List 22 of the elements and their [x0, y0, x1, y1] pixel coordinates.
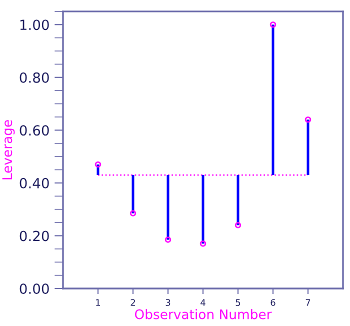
y-axis-title: Leverage — [2, 120, 15, 180]
x-tick-label: 5 — [236, 299, 240, 306]
point — [270, 21, 276, 28]
x-tick-label: 6 — [270, 299, 276, 306]
x-axis-title: Observation Number — [134, 309, 272, 320]
y-tick-label: 0.00 — [20, 283, 49, 294]
x-tick-label: 4 — [200, 299, 206, 306]
point — [130, 210, 136, 216]
x-tick-label: 2 — [130, 299, 135, 306]
x-tick-label: 7 — [306, 299, 310, 306]
point — [164, 236, 172, 243]
y-tick-label: 0.60 — [20, 125, 49, 136]
point — [94, 161, 102, 168]
point — [304, 116, 312, 123]
y-tick-label: 0.80 — [20, 72, 49, 83]
point — [200, 240, 206, 247]
point — [234, 222, 242, 228]
y-tick-label: 1.00 — [20, 20, 49, 30]
x-tick-label: 3 — [166, 299, 170, 306]
y-tick-label: 0.20 — [20, 230, 49, 242]
y-tick-label: 0.40 — [20, 178, 49, 188]
x-tick-label: 1 — [96, 299, 100, 306]
